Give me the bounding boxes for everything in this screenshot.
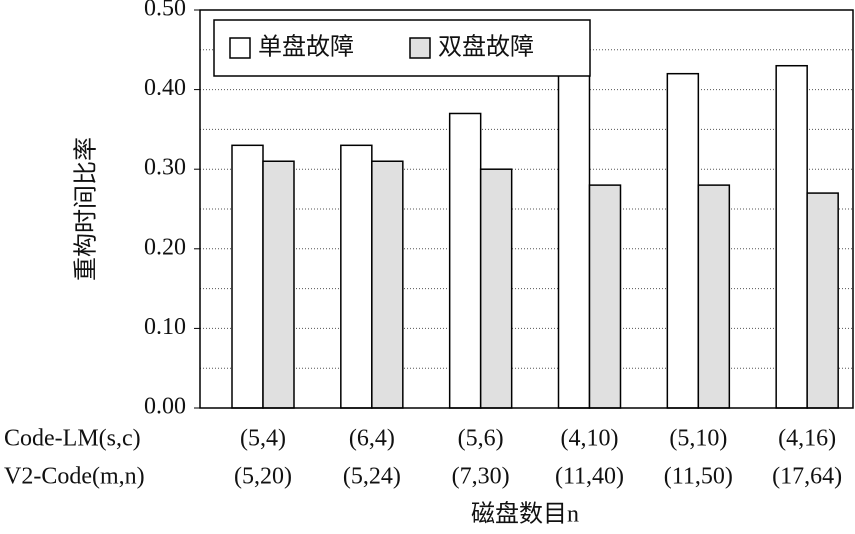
bar [806, 192, 839, 409]
bar [340, 144, 373, 409]
bar [588, 184, 622, 409]
legend-label: 双盘故障 [438, 34, 534, 61]
x-tick-label: (4,16) [778, 426, 836, 452]
y-axis-title: 重构时间比率 [73, 137, 100, 281]
bar [775, 64, 808, 409]
bar [371, 160, 404, 409]
x-tick-label: (5,20) [234, 464, 292, 490]
bar [231, 144, 264, 409]
y-tick-label: 0.40 [144, 75, 186, 101]
x-tick-label: (5,10) [669, 426, 727, 452]
x-tick-label: (7,30) [452, 464, 510, 490]
legend-swatch [409, 37, 431, 59]
x-tick-label: (4,10) [561, 426, 619, 452]
plot-frame [199, 9, 854, 409]
legend-swatch [229, 37, 251, 59]
y-tick-label: 0.20 [144, 234, 186, 260]
x-tick-label: (11,50) [664, 464, 733, 490]
x-tick-label: (6,4) [349, 426, 395, 452]
x-tick-label: (5,6) [458, 426, 504, 452]
y-tick-label: 0.10 [144, 314, 186, 340]
y-tick-label: 0.50 [144, 0, 186, 22]
y-tick-label: 0.00 [144, 394, 186, 420]
category-row-name: V2-Code(m,n) [4, 464, 145, 490]
bar [697, 184, 731, 409]
x-axis-title: 磁盘数目n [471, 501, 579, 528]
x-tick-label: (5,4) [240, 426, 286, 452]
legend-label: 单盘故障 [258, 34, 354, 61]
bar [557, 72, 591, 409]
x-tick-label: (17,64) [772, 464, 842, 490]
y-tick-label: 0.30 [144, 155, 186, 181]
bar [448, 112, 482, 409]
x-tick-label: (11,40) [555, 464, 624, 490]
category-row-name: Code-LM(s,c) [4, 426, 141, 452]
x-tick-label: (5,24) [343, 464, 401, 490]
bar [479, 168, 513, 409]
legend-box [213, 19, 591, 77]
bar [666, 72, 700, 409]
bar [262, 160, 295, 409]
